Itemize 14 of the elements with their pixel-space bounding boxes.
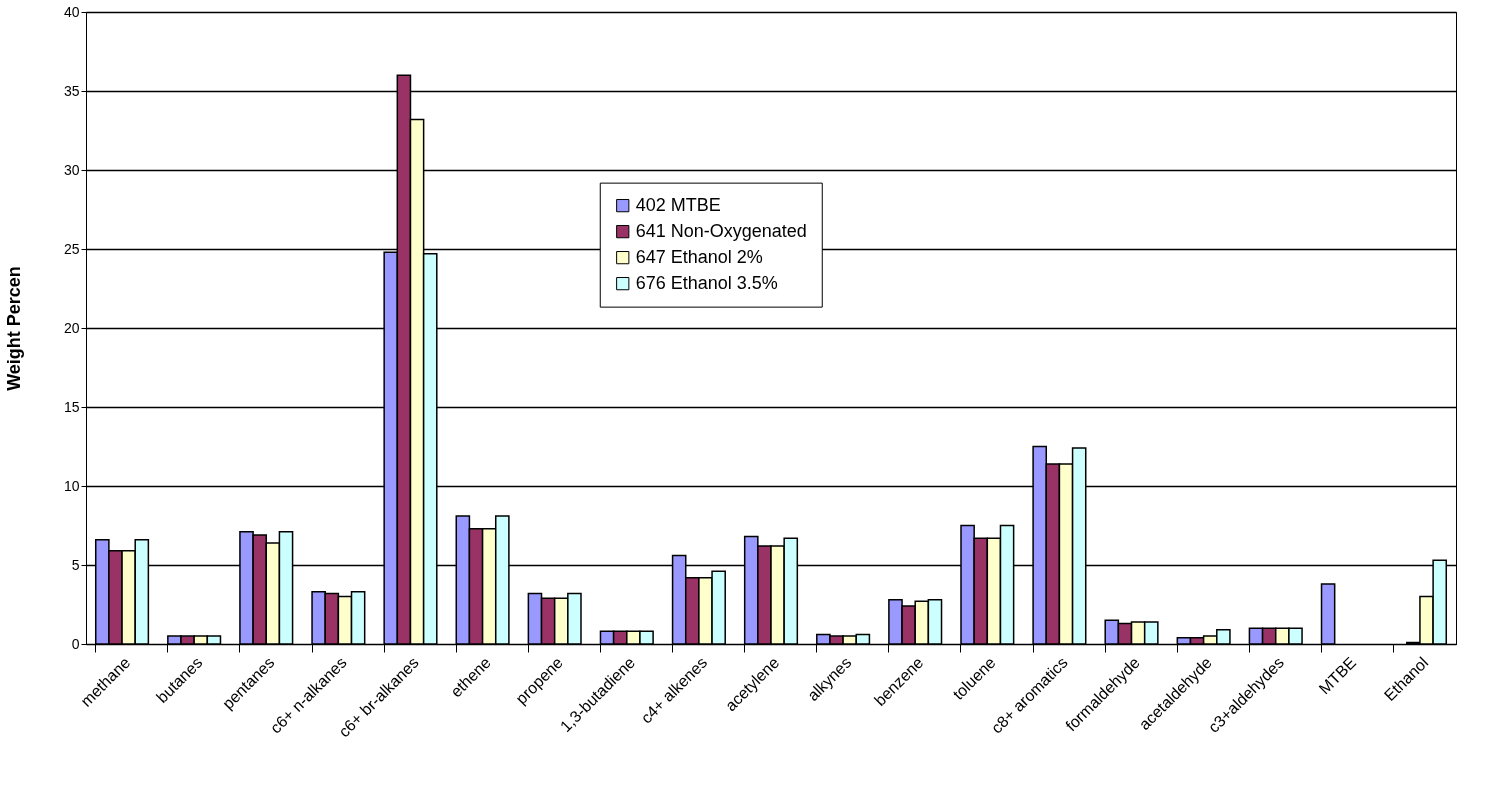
legend-label: 676 Ethanol 3.5% (635, 272, 778, 293)
legend-label: 402 MTBE (635, 194, 721, 215)
y-tick-label: 20 (63, 319, 80, 336)
legend-label: 641 Non-Oxygenated (635, 220, 807, 241)
y-tick-label: 30 (63, 161, 80, 178)
y-tick-label: 35 (63, 82, 80, 99)
y-tick-label: 5 (71, 556, 80, 573)
y-tick-label: 40 (63, 3, 80, 20)
y-tick-label: 10 (63, 477, 80, 494)
y-tick-label: 15 (63, 398, 80, 415)
y-tick-label: 0 (71, 635, 80, 652)
legend-label: 647 Ethanol 2% (635, 246, 763, 267)
y-axis-title: Weight Percen (3, 266, 24, 391)
y-tick-label: 25 (63, 240, 80, 257)
